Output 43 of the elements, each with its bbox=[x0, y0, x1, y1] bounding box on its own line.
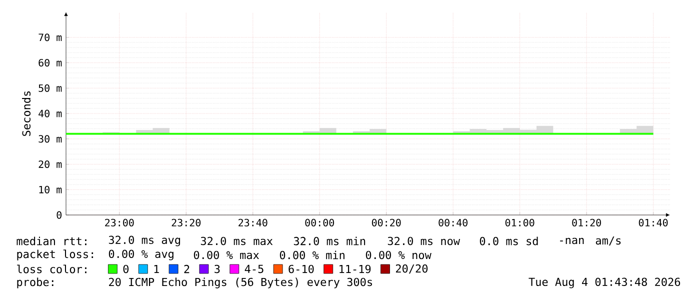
x-tick-label: 23:40 bbox=[238, 218, 268, 226]
legend-label: 6-10 bbox=[288, 264, 314, 274]
y-tick-label: 70 m bbox=[38, 34, 62, 42]
y-tick-label: 20 m bbox=[38, 160, 62, 168]
text: 32.0 ms max bbox=[200, 236, 273, 246]
legend-label: 4-5 bbox=[244, 264, 264, 274]
y-axis-title: Seconds bbox=[22, 91, 31, 136]
text: 0.0 ms sd bbox=[480, 236, 538, 246]
text: 0.00 % min bbox=[280, 250, 344, 260]
text: 32.0 ms min bbox=[294, 236, 366, 246]
y-tick-label: 30 m bbox=[38, 135, 62, 143]
text: 20 ICMP Echo Pings (56 Bytes) every 300s bbox=[109, 278, 372, 288]
x-tick-label: 23:20 bbox=[172, 218, 201, 226]
text: 0.00 % avg bbox=[108, 250, 174, 260]
legend-label: 2 bbox=[184, 264, 190, 274]
text: Tue Aug 4 01:43:48 2026 bbox=[528, 278, 680, 288]
text: -nan bbox=[560, 238, 584, 244]
text: probe: bbox=[17, 278, 54, 288]
text: 0.00 % max bbox=[194, 250, 260, 260]
text: packet loss: bbox=[17, 250, 94, 260]
text: 0.00 % now bbox=[366, 250, 432, 260]
x-tick-label: 00:00 bbox=[305, 218, 334, 226]
y-tick-label: 40 m bbox=[38, 110, 62, 118]
legend-label: 0 bbox=[123, 264, 129, 274]
x-tick-label: 01:40 bbox=[638, 218, 668, 226]
x-tick-label: 23:00 bbox=[105, 218, 134, 226]
legend-label: 20/20 bbox=[396, 264, 428, 274]
y-tick-label: 60 m bbox=[38, 58, 62, 67]
x-tick-label: 01:00 bbox=[505, 218, 534, 226]
text: loss color: bbox=[17, 264, 86, 274]
legend-label: 11-19 bbox=[340, 264, 371, 274]
y-tick-label: 50 m bbox=[38, 84, 62, 92]
text: am/s bbox=[596, 236, 621, 246]
y-tick-label: 10 m bbox=[39, 186, 62, 194]
text: median rtt: bbox=[16, 236, 86, 246]
text: 32.0 ms now bbox=[388, 236, 460, 246]
legend-label: 3 bbox=[214, 264, 220, 274]
x-tick-label: 01:20 bbox=[572, 218, 601, 226]
y-tick-label: 0 bbox=[56, 211, 62, 219]
legend-label: 1 bbox=[154, 264, 159, 273]
x-tick-label: 00:20 bbox=[372, 218, 401, 226]
x-tick-label: 00:40 bbox=[438, 218, 468, 226]
text: 32.0 ms avg bbox=[108, 236, 180, 246]
